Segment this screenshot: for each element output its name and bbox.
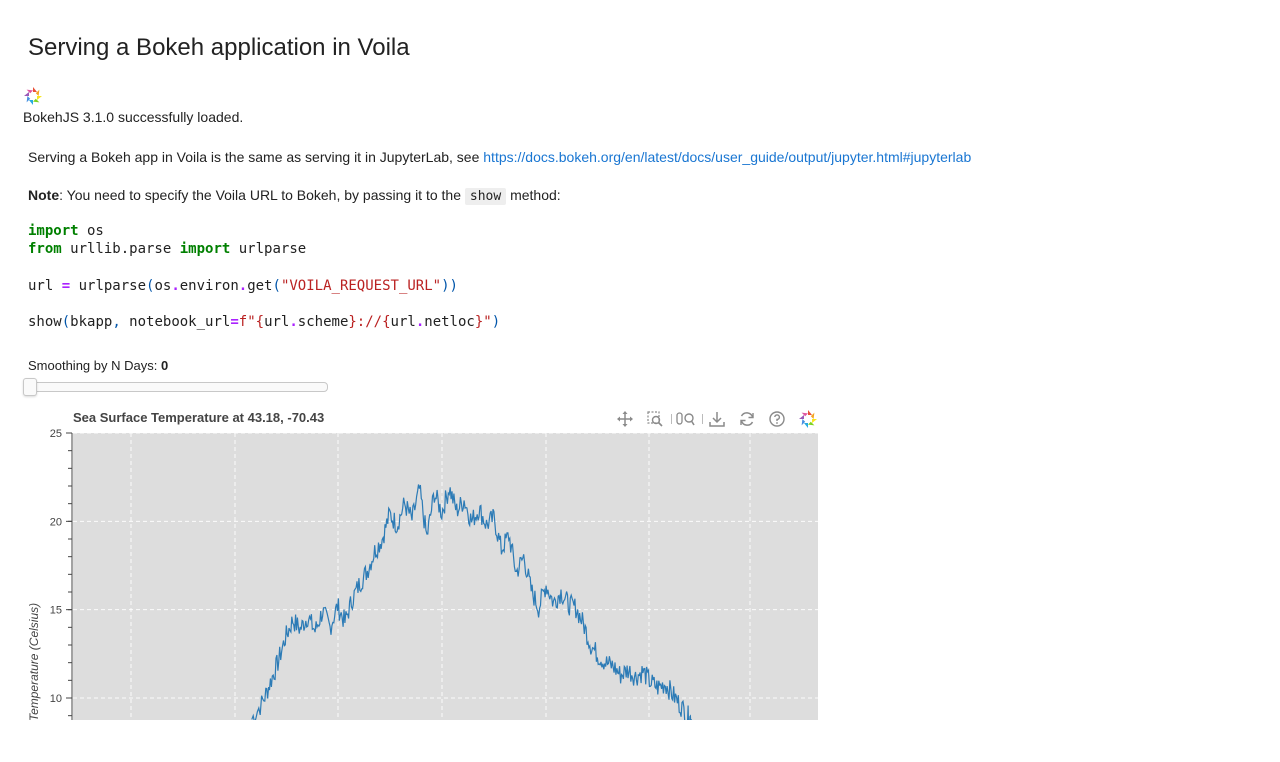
code-token: netloc [424, 314, 475, 331]
box-zoom-tool-button[interactable] [644, 408, 666, 430]
plot-background [73, 433, 818, 720]
series-line [251, 484, 692, 720]
code-token: environ [179, 277, 239, 294]
intro-paragraph: Serving a Bokeh app in Voila is the same… [28, 149, 971, 165]
code-token: urllib.parse [61, 241, 180, 258]
bokeh-logo-icon [24, 87, 42, 105]
code-token: show [28, 314, 62, 331]
intro-text: Serving a Bokeh app in Voila is the same… [28, 149, 484, 165]
save-tool-button[interactable] [706, 408, 728, 430]
page-title: Serving a Bokeh application in Voila [28, 34, 410, 61]
slider-label: Smoothing by N Days: 0 [28, 358, 168, 373]
y-tick-label: 20 [50, 516, 62, 528]
inline-code-show: show [464, 188, 507, 205]
code-token: ( [61, 314, 71, 331]
note-end: method: [506, 187, 561, 203]
smoothing-slider-handle[interactable] [23, 378, 37, 396]
note-label: Note [28, 187, 60, 203]
box-zoom-icon [647, 411, 663, 427]
code-token: ( [272, 277, 281, 294]
toolbar-separator [671, 414, 672, 424]
code-token: scheme [297, 314, 349, 331]
help-tool-button[interactable] [766, 408, 788, 430]
code-token: }://{ [348, 314, 391, 331]
save-icon [709, 412, 725, 427]
code-token: . [289, 314, 298, 331]
pan-icon [617, 411, 633, 427]
code-token: urlparse [230, 241, 307, 258]
code-token: url [264, 314, 290, 331]
reset-icon [740, 412, 754, 426]
code-token: notebook_url [120, 314, 231, 331]
wheel-zoom-tool-button[interactable] [675, 408, 697, 430]
help-icon [769, 411, 785, 427]
code-token: import [179, 241, 231, 258]
bokeh-logo-icon [799, 410, 817, 428]
code-token: f"{ [238, 314, 265, 331]
code-token: . [238, 277, 248, 294]
temperature-plot[interactable]: 25 20 15 10 [0, 425, 830, 720]
bokeh-logo-link[interactable] [797, 408, 819, 430]
code-token: }" [474, 314, 492, 331]
code-token: url [28, 277, 62, 294]
code-token: = [61, 277, 71, 294]
wheel-zoom-icon [676, 412, 695, 426]
code-token: . [415, 314, 425, 331]
code-token: )) [441, 277, 458, 294]
code-token: url [390, 314, 416, 331]
code-token: ) [491, 314, 501, 331]
code-token: "VOILA_REQUEST_URL" [280, 277, 442, 294]
slider-value: 0 [160, 358, 169, 373]
note-paragraph: Note: You need to specify the Voila URL … [28, 187, 561, 205]
reset-tool-button[interactable] [736, 408, 758, 430]
code-token: import [28, 223, 79, 239]
y-tick-label: 25 [50, 428, 62, 440]
code-token: bkapp [70, 314, 113, 331]
note-text: : You need to specify the Voila URL to B… [59, 187, 465, 203]
bokehjs-loaded-message: BokehJS 3.1.0 successfully loaded. [23, 109, 244, 125]
code-token: os [154, 277, 172, 294]
series-group [251, 484, 692, 720]
code-token: ( [146, 277, 155, 294]
y-tick-label: 15 [50, 605, 62, 617]
code-token: urlparse [70, 277, 147, 294]
smoothing-slider-track[interactable] [28, 382, 328, 392]
code-token: from [28, 241, 62, 258]
toolbar-separator [702, 414, 703, 424]
code-token: . [171, 277, 180, 294]
y-axis-label: Temperature (Celsius) [27, 602, 41, 722]
code-block: import os from urllib.parse import urlpa… [28, 222, 500, 331]
code-token: get [247, 277, 273, 294]
code-token: , [112, 314, 121, 331]
y-axis: 25 20 15 10 [50, 428, 73, 720]
grid-lines [73, 432, 818, 720]
code-token: os [78, 223, 104, 239]
docs-link[interactable]: https://docs.bokeh.org/en/latest/docs/us… [483, 149, 972, 165]
slider-label-text: Smoothing by N Days: [28, 358, 161, 373]
plot-title: Sea Surface Temperature at 43.18, -70.43 [73, 410, 325, 425]
code-token: = [230, 314, 239, 331]
y-tick-label: 10 [50, 693, 62, 705]
